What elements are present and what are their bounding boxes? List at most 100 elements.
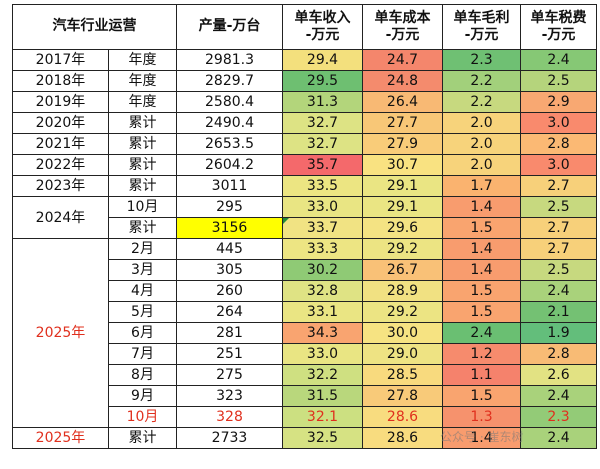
output-cell: 275 <box>176 364 283 386</box>
cost-cell: 29.0 <box>362 343 443 365</box>
profit-cell: 1.4 <box>442 238 521 260</box>
cost-cell: 28.9 <box>362 280 443 302</box>
cost-cell: 28.5 <box>362 364 443 386</box>
income-cell: 33.0 <box>282 196 363 218</box>
year-cell: 2018年 <box>12 70 109 92</box>
table-row: 2020年 累计 2490.4 32.7 27.7 2.0 3.0 <box>12 112 597 134</box>
cost-cell: 26.4 <box>362 91 443 113</box>
period-cell: 2月 <box>108 238 177 260</box>
header-profit: 单车毛利 -万元 <box>442 4 521 50</box>
income-cell: 29.5 <box>282 70 363 92</box>
cost-cell: 29.6 <box>362 217 443 239</box>
table-row: 2024年 10月 295 33.0 29.1 1.4 2.5 <box>12 196 597 239</box>
cost-cell: 26.7 <box>362 259 443 281</box>
cost-cell: 24.7 <box>362 49 443 71</box>
header-income: 单车收入 -万元 <box>282 4 363 50</box>
income-cell: 32.7 <box>282 133 363 155</box>
tax-cell: 2.3 <box>520 406 597 428</box>
year-cell: 2025年 <box>12 238 109 428</box>
income-cell: 33.0 <box>282 343 363 365</box>
income-cell: 32.5 <box>282 427 363 449</box>
output-cell: 328 <box>176 406 283 428</box>
year-cell: 2023年 <box>12 175 109 197</box>
profit-cell: 2.3 <box>442 49 521 71</box>
tax-cell: 3.0 <box>520 154 597 176</box>
period-cell: 10月 <box>108 196 177 218</box>
income-cell: 35.7 <box>282 154 363 176</box>
cost-cell: 29.2 <box>362 238 443 260</box>
income-cell: 34.3 <box>282 322 363 344</box>
tax-cell: 2.4 <box>520 280 597 302</box>
cost-cell: 29.2 <box>362 301 443 323</box>
period-cell: 3月 <box>108 259 177 281</box>
income-cell: 30.2 <box>282 259 363 281</box>
profit-cell: 2.2 <box>442 91 521 113</box>
period-cell: 9月 <box>108 385 177 407</box>
period-cell: 年度 <box>108 49 177 71</box>
income-cell: 31.3 <box>282 91 363 113</box>
tax-cell: 2.4 <box>520 49 597 71</box>
cost-cell: 30.0 <box>362 322 443 344</box>
profit-cell: 1.4 <box>442 259 521 281</box>
profit-cell: 1.5 <box>442 385 521 407</box>
cost-cell: 29.1 <box>362 175 443 197</box>
profit-cell: 1.4 <box>442 196 521 218</box>
period-cell: 7月 <box>108 343 177 365</box>
period-cell: 累计 <box>108 112 177 134</box>
tax-cell: 2.7 <box>520 175 597 197</box>
cost-cell: 29.1 <box>362 196 443 218</box>
table-row: 8月 275 32.2 28.5 1.1 2.6 <box>13 364 597 386</box>
period-cell: 累计 <box>108 217 177 239</box>
auto-industry-table: 汽车行业运营 产量-万台 单车收入 -万元 单车成本 -万元 单车毛利 -万元 单车税… <box>12 4 597 449</box>
year-cell: 2024年 <box>12 196 109 239</box>
table-row: 2025年 2月 445 33.3 29.2 1.4 2.7 <box>12 238 597 428</box>
tax-cell: 2.4 <box>520 427 597 449</box>
output-cell: 281 <box>176 322 283 344</box>
income-cell: 32.2 <box>282 364 363 386</box>
tax-cell: 2.8 <box>520 343 597 365</box>
profit-cell: 1.5 <box>442 301 521 323</box>
table-row: 累计 3156 33.7 29.6 1.5 2.7 <box>13 217 597 239</box>
period-cell: 累计 <box>108 154 177 176</box>
table-row: 3月 305 30.2 26.7 1.4 2.5 <box>13 259 597 281</box>
table-row: 2021年 累计 2653.5 32.7 27.9 2.0 2.8 <box>12 133 597 155</box>
table-row: 9月 323 31.5 27.8 1.5 2.4 <box>13 385 597 407</box>
income-cell: 33.1 <box>282 301 363 323</box>
table-row: 10月 328 32.1 28.6 1.3 2.3 <box>13 406 597 428</box>
output-cell: 323 <box>176 385 283 407</box>
table-row: 7月 251 33.0 29.0 1.2 2.8 <box>13 343 597 365</box>
tax-cell: 2.4 <box>520 385 597 407</box>
income-cell: 32.1 <box>282 406 363 428</box>
income-cell: 33.5 <box>282 175 363 197</box>
output-cell: 445 <box>176 238 283 260</box>
header-tax: 单车税费 -万元 <box>520 4 597 50</box>
header-row: 汽车行业运营 产量-万台 单车收入 -万元 单车成本 -万元 单车毛利 -万元 单车税… <box>12 4 597 50</box>
table-row: 2017年 年度 2981.3 29.4 24.7 2.3 2.4 <box>12 49 597 71</box>
output-cell: 305 <box>176 259 283 281</box>
tax-cell: 2.8 <box>520 133 597 155</box>
table-row: 4月 260 32.8 28.9 1.5 2.4 <box>13 280 597 302</box>
period-cell: 5月 <box>108 301 177 323</box>
period-cell: 6月 <box>108 322 177 344</box>
header-cost: 单车成本 -万元 <box>362 4 443 50</box>
output-cell: 3156 <box>176 217 283 239</box>
cost-cell: 28.6 <box>362 427 443 449</box>
output-cell: 2733 <box>176 427 283 449</box>
profit-cell: 2.2 <box>442 70 521 92</box>
output-cell: 2490.4 <box>176 112 283 134</box>
period-cell: 累计 <box>108 133 177 155</box>
output-cell: 2829.7 <box>176 70 283 92</box>
income-cell: 31.5 <box>282 385 363 407</box>
profit-cell: 1.1 <box>442 364 521 386</box>
period-cell: 累计 <box>108 427 177 449</box>
profit-cell: 2.0 <box>442 133 521 155</box>
profit-cell: 2.0 <box>442 112 521 134</box>
cost-cell: 27.9 <box>362 133 443 155</box>
profit-cell: 1.4 <box>442 427 521 449</box>
cost-cell: 30.7 <box>362 154 443 176</box>
profit-cell: 1.2 <box>442 343 521 365</box>
year-cell: 2020年 <box>12 112 109 134</box>
period-cell: 年度 <box>108 91 177 113</box>
watermark: 公众号 · 崔东树 <box>440 430 524 444</box>
income-cell: 33.3 <box>282 238 363 260</box>
